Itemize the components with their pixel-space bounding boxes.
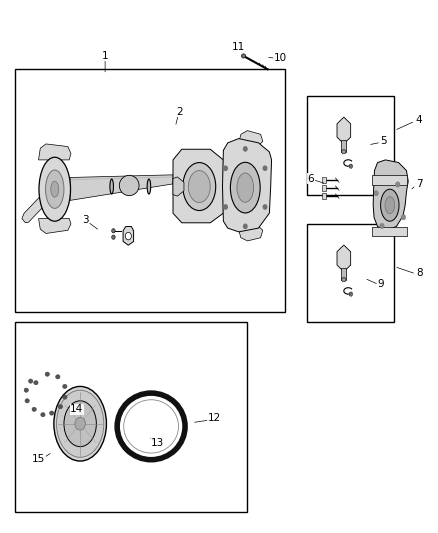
Ellipse shape xyxy=(51,181,59,197)
Text: 10: 10 xyxy=(274,53,287,62)
Text: 7: 7 xyxy=(416,179,423,189)
Circle shape xyxy=(380,223,384,229)
Text: 9: 9 xyxy=(378,279,385,288)
Polygon shape xyxy=(123,227,134,245)
Text: 5: 5 xyxy=(380,136,387,146)
Ellipse shape xyxy=(58,405,63,409)
Bar xyxy=(307,224,394,322)
Ellipse shape xyxy=(24,388,28,392)
Circle shape xyxy=(396,182,400,187)
Bar xyxy=(307,96,394,195)
Circle shape xyxy=(349,292,353,296)
Circle shape xyxy=(112,229,115,233)
Circle shape xyxy=(263,205,267,209)
Text: 11: 11 xyxy=(232,42,245,52)
Text: 12: 12 xyxy=(208,414,221,423)
Text: 1: 1 xyxy=(102,51,109,61)
Ellipse shape xyxy=(342,150,346,154)
Bar xyxy=(341,140,346,152)
Circle shape xyxy=(224,205,227,209)
Ellipse shape xyxy=(46,170,64,208)
Polygon shape xyxy=(239,131,263,145)
Ellipse shape xyxy=(188,171,210,203)
Ellipse shape xyxy=(230,162,260,213)
Bar xyxy=(322,177,326,183)
Ellipse shape xyxy=(57,390,104,457)
Circle shape xyxy=(75,417,85,430)
Ellipse shape xyxy=(385,197,395,214)
Ellipse shape xyxy=(119,175,139,196)
Ellipse shape xyxy=(124,400,178,453)
Ellipse shape xyxy=(39,157,71,221)
Circle shape xyxy=(125,232,131,240)
Circle shape xyxy=(263,166,267,171)
Ellipse shape xyxy=(63,395,67,399)
Text: 4: 4 xyxy=(415,115,422,125)
Circle shape xyxy=(224,166,227,171)
Polygon shape xyxy=(373,160,408,230)
Text: 2: 2 xyxy=(176,107,183,117)
Bar xyxy=(372,227,407,236)
Polygon shape xyxy=(337,117,351,144)
Circle shape xyxy=(349,164,353,168)
Text: 3: 3 xyxy=(82,215,89,224)
Bar xyxy=(322,185,326,191)
Circle shape xyxy=(112,235,115,239)
Ellipse shape xyxy=(56,375,60,379)
Ellipse shape xyxy=(28,379,33,383)
Circle shape xyxy=(244,147,247,151)
Text: 13: 13 xyxy=(151,439,164,448)
Ellipse shape xyxy=(45,372,49,376)
Ellipse shape xyxy=(64,401,96,447)
Polygon shape xyxy=(223,139,272,232)
Text: 15: 15 xyxy=(32,455,45,464)
Ellipse shape xyxy=(54,386,106,461)
Circle shape xyxy=(244,224,247,229)
Ellipse shape xyxy=(381,189,399,221)
Ellipse shape xyxy=(49,411,54,415)
Bar xyxy=(322,193,326,199)
Text: 8: 8 xyxy=(416,268,423,278)
Circle shape xyxy=(401,214,406,220)
Bar xyxy=(15,322,247,512)
Polygon shape xyxy=(39,144,71,160)
Ellipse shape xyxy=(183,163,216,211)
Ellipse shape xyxy=(41,413,45,417)
Ellipse shape xyxy=(237,173,254,203)
Circle shape xyxy=(374,191,378,196)
Polygon shape xyxy=(22,197,44,223)
Text: 6: 6 xyxy=(307,174,314,183)
Polygon shape xyxy=(173,177,184,196)
Ellipse shape xyxy=(63,384,67,389)
Text: 14: 14 xyxy=(70,405,83,414)
Bar xyxy=(372,175,407,185)
Polygon shape xyxy=(337,245,351,272)
Ellipse shape xyxy=(241,54,246,58)
Polygon shape xyxy=(70,175,173,200)
Ellipse shape xyxy=(342,278,346,282)
Bar xyxy=(341,268,346,280)
Bar xyxy=(15,69,285,312)
Polygon shape xyxy=(39,219,71,233)
Polygon shape xyxy=(173,149,223,223)
Ellipse shape xyxy=(147,179,151,194)
Ellipse shape xyxy=(25,399,29,403)
Ellipse shape xyxy=(32,407,36,411)
Polygon shape xyxy=(239,227,263,241)
Ellipse shape xyxy=(110,179,113,194)
Ellipse shape xyxy=(34,381,38,385)
